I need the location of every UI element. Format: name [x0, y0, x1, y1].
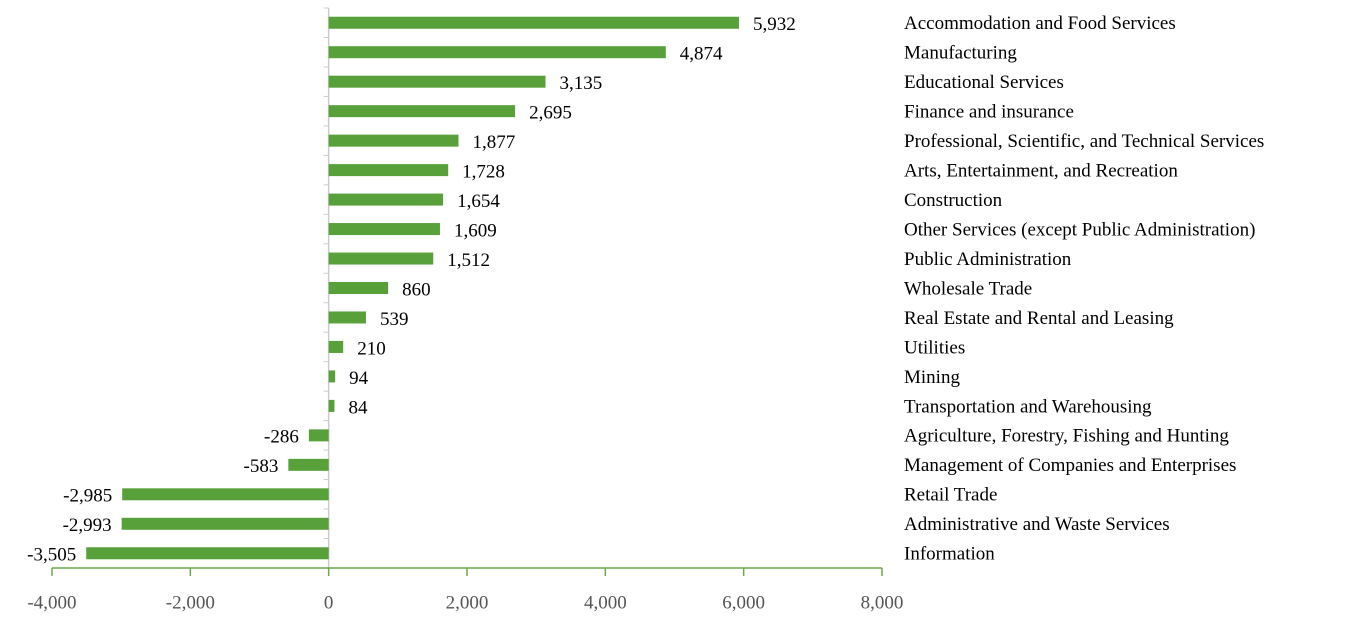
- x-tick-label: 4,000: [584, 592, 627, 613]
- category-label: Real Estate and Rental and Leasing: [904, 308, 1174, 329]
- data-label: 2,695: [529, 103, 572, 124]
- x-tick-label: -4,000: [27, 592, 76, 613]
- category-label: Educational Services: [904, 72, 1064, 93]
- bar: [328, 164, 449, 177]
- x-tick-label: -2,000: [166, 592, 215, 613]
- data-label: 539: [380, 309, 409, 330]
- bar: [328, 75, 546, 88]
- category-label: Management of Companies and Enterprises: [904, 455, 1236, 476]
- bar: [328, 252, 434, 265]
- x-tick-label: 6,000: [722, 592, 765, 613]
- data-label: 210: [357, 338, 386, 359]
- category-label: Professional, Scientific, and Technical …: [904, 131, 1264, 152]
- bar: [328, 370, 336, 383]
- data-label: 860: [402, 279, 431, 300]
- category-label: Public Administration: [904, 249, 1072, 270]
- data-label: -3,505: [27, 545, 76, 566]
- category-label: Arts, Entertainment, and Recreation: [904, 160, 1178, 181]
- data-label: 94: [349, 368, 369, 389]
- data-label: -286: [264, 427, 299, 448]
- category-label: Transportation and Warehousing: [904, 396, 1152, 417]
- category-label: Utilities: [904, 337, 965, 358]
- data-label: -2,993: [63, 515, 112, 536]
- bar: [308, 429, 329, 442]
- bar: [328, 105, 516, 118]
- data-label: -2,985: [63, 486, 112, 507]
- data-label: 1,512: [447, 250, 490, 271]
- category-label: Other Services (except Public Administra…: [904, 219, 1255, 240]
- category-label: Mining: [904, 367, 960, 388]
- bar: [328, 399, 335, 412]
- bar: [288, 458, 329, 471]
- category-label: Agriculture, Forestry, Fishing and Hunti…: [904, 426, 1229, 447]
- bar: [86, 547, 329, 560]
- x-tick-label: 2,000: [446, 592, 489, 613]
- data-label: -583: [244, 456, 279, 477]
- bar: [328, 134, 459, 147]
- bar: [328, 223, 440, 236]
- data-label: 1,728: [462, 161, 505, 182]
- bar: [122, 488, 329, 501]
- data-label: 3,135: [560, 73, 603, 94]
- data-label: 1,877: [472, 132, 515, 153]
- category-label: Finance and insurance: [904, 102, 1074, 123]
- data-label: 1,654: [457, 191, 500, 212]
- x-tick-label: 0: [324, 592, 334, 613]
- bar: [328, 46, 666, 59]
- bar: [328, 16, 739, 29]
- category-label: Wholesale Trade: [904, 278, 1032, 299]
- bar: [328, 193, 444, 206]
- category-label: Information: [904, 544, 995, 565]
- category-label: Construction: [904, 190, 1003, 211]
- category-label: Administrative and Waste Services: [904, 514, 1170, 535]
- data-label: 4,874: [680, 44, 723, 65]
- data-label: 84: [348, 397, 368, 418]
- bar: [328, 340, 344, 353]
- category-label: Accommodation and Food Services: [904, 13, 1176, 34]
- data-label: 5,932: [753, 14, 796, 35]
- bar: [328, 282, 389, 294]
- category-label: Manufacturing: [904, 43, 1017, 64]
- x-tick-label: 8,000: [861, 592, 904, 613]
- data-label: 1,609: [454, 220, 497, 241]
- bar: [121, 517, 329, 530]
- bar: [328, 311, 366, 324]
- category-label: Retail Trade: [904, 485, 997, 506]
